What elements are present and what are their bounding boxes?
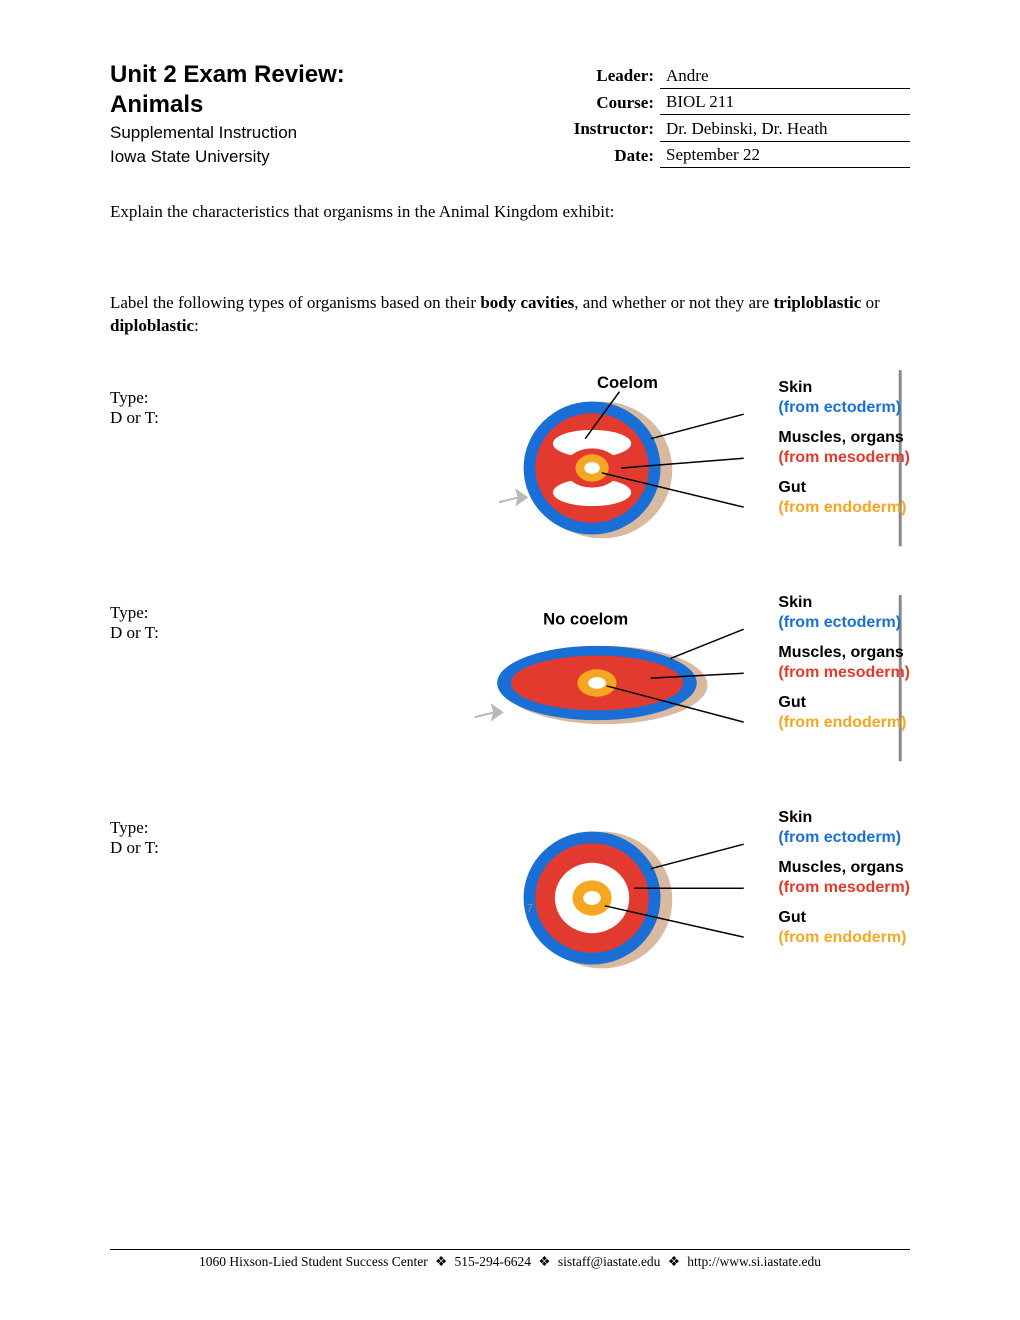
type-prompt: Type: — [110, 603, 460, 623]
prompt-block: Type: D or T: — [110, 798, 460, 858]
leader-line — [651, 844, 744, 868]
header: Unit 2 Exam Review: Animals Supplemental… — [110, 60, 910, 168]
info-value: Andre — [660, 62, 910, 88]
dort-prompt: D or T: — [110, 623, 460, 643]
dort-prompt: D or T: — [110, 408, 460, 428]
q2-bold-2: triploblastic — [774, 293, 862, 312]
info-label: Course: — [568, 88, 660, 115]
legend-muscles-src: (from mesoderm) — [778, 448, 910, 468]
leader-line — [651, 414, 744, 438]
title-block: Unit 2 Exam Review: Animals Supplemental… — [110, 60, 538, 168]
q2-bold-1: body cavities — [480, 293, 574, 312]
info-row-leader: Leader: Andre — [568, 62, 910, 88]
diamond-icon: ❖ — [668, 1254, 680, 1270]
legend-gut-src: (from endoderm) — [778, 498, 910, 518]
diagram-3: 7 Skin (from ectoderm) Muscles, organs (… — [460, 798, 910, 1003]
footer-phone: 515-294-6624 — [455, 1254, 532, 1269]
type-prompt: Type: — [110, 388, 460, 408]
question-2: Label the following types of organisms b… — [110, 292, 910, 338]
legend-skin: Skin — [778, 378, 910, 398]
legend-skin-src: (from ectoderm) — [778, 613, 910, 633]
info-label: Leader: — [568, 62, 660, 88]
subtitle-2: Iowa State University — [110, 146, 538, 168]
info-table: Leader: Andre Course: BIOL 211 Instructo… — [568, 62, 910, 168]
info-label: Date: — [568, 141, 660, 168]
legend-gut: Gut — [778, 693, 910, 713]
info-value: September 22 — [660, 141, 910, 168]
diagram-nocoelom: No coelom Skin (from ectoderm) — [460, 583, 910, 788]
legend: Skin (from ectoderm) Muscles, organs (fr… — [778, 378, 910, 528]
legend: Skin (from ectoderm) Muscles, organs (fr… — [778, 593, 910, 743]
legend-muscles: Muscles, organs — [778, 858, 910, 878]
info-value: BIOL 211 — [660, 88, 910, 115]
q2-text: , and whether or not they are — [574, 293, 773, 312]
legend-skin-src: (from ectoderm) — [778, 828, 910, 848]
title-line-1: Unit 2 Exam Review: — [110, 60, 538, 90]
q2-bold-3: diploblastic — [110, 316, 194, 335]
question-1: Explain the characteristics that organis… — [110, 202, 910, 222]
info-value: Dr. Debinski, Dr. Heath — [660, 115, 910, 142]
legend-skin-src: (from ectoderm) — [778, 398, 910, 418]
legend-muscles-src: (from mesoderm) — [778, 878, 910, 898]
footer-url: http://www.si.iastate.edu — [687, 1254, 821, 1269]
diagram-row-coelom: Type: D or T: Coelom — [110, 368, 910, 573]
legend-muscles-src: (from mesoderm) — [778, 663, 910, 683]
diagram-coelom: Coelom — [460, 368, 910, 573]
small-label: 7 — [527, 903, 534, 916]
diamond-icon: ❖ — [435, 1254, 447, 1270]
title-line-2: Animals — [110, 90, 538, 120]
diagram-title: No coelom — [543, 609, 628, 628]
q2-text: : — [194, 316, 199, 335]
legend-gut: Gut — [778, 908, 910, 928]
legend-gut-src: (from endoderm) — [778, 928, 910, 948]
leader-line — [670, 629, 743, 658]
legend-skin: Skin — [778, 808, 910, 828]
footer: 1060 Hixson-Lied Student Success Center … — [110, 1249, 910, 1270]
gut-lumen — [588, 677, 606, 689]
legend: Skin (from ectoderm) Muscles, organs (fr… — [778, 808, 910, 958]
q2-text: or — [861, 293, 879, 312]
info-row-course: Course: BIOL 211 — [568, 88, 910, 115]
legend-skin: Skin — [778, 593, 910, 613]
info-label: Instructor: — [568, 115, 660, 142]
gut-lumen — [584, 462, 600, 474]
legend-gut-src: (from endoderm) — [778, 713, 910, 733]
type-prompt: Type: — [110, 818, 460, 838]
diagram-row-3: Type: D or T: 7 Skin (from ectoderm) — [110, 798, 910, 1003]
arrow-icon — [475, 706, 502, 720]
prompt-block: Type: D or T: — [110, 583, 460, 643]
diagram-row-nocoelom: Type: D or T: No coelom Skin — [110, 583, 910, 788]
info-row-instructor: Instructor: Dr. Debinski, Dr. Heath — [568, 115, 910, 142]
gut-lumen — [583, 891, 601, 905]
dort-prompt: D or T: — [110, 838, 460, 858]
arrow-icon — [499, 491, 526, 505]
footer-email: sistaff@iastate.edu — [558, 1254, 661, 1269]
info-row-date: Date: September 22 — [568, 141, 910, 168]
q2-text: Label the following types of organisms b… — [110, 293, 480, 312]
legend-muscles: Muscles, organs — [778, 428, 910, 448]
footer-address: 1060 Hixson-Lied Student Success Center — [199, 1254, 428, 1269]
legend-gut: Gut — [778, 478, 910, 498]
legend-muscles: Muscles, organs — [778, 643, 910, 663]
diamond-icon: ❖ — [538, 1254, 550, 1270]
diagram-title: Coelom — [597, 373, 658, 392]
subtitle-1: Supplemental Instruction — [110, 122, 538, 144]
prompt-block: Type: D or T: — [110, 368, 460, 428]
diagram-section: Type: D or T: Coelom — [110, 368, 910, 1003]
